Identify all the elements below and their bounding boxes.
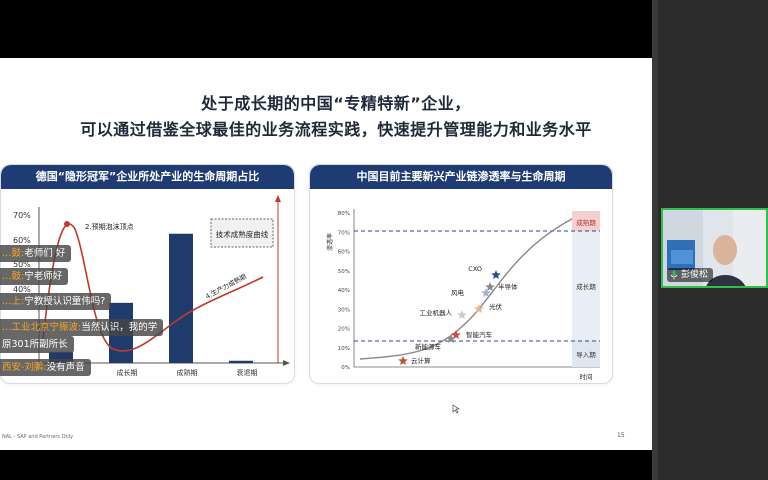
y-tick-label: 50% xyxy=(338,269,350,275)
star-marker-icon xyxy=(485,282,495,291)
y-tick-label: 70% xyxy=(13,211,31,220)
annotation-curve: 技术成熟度曲线 xyxy=(216,229,269,239)
stage-label-mature: 成熟期 xyxy=(576,218,596,227)
left-panel-header: 德国“隐形冠军”企业所处产业的生命周期占比 xyxy=(1,165,294,189)
star-marker-icon xyxy=(457,310,467,319)
stage-band-intro xyxy=(572,341,600,367)
chat-text: 没有声音 xyxy=(46,362,85,373)
bar-3 xyxy=(169,233,193,363)
hype-curve xyxy=(42,223,264,352)
point-label: 半导体 xyxy=(498,282,518,291)
point-label: CXO xyxy=(468,265,482,273)
y-tick-labels: 80% 70% 60% 50% 40% 30% 20% 10% 0% xyxy=(338,211,350,371)
stage-label-intro: 导入期 xyxy=(576,351,596,359)
stage-label-growth: 成长期 xyxy=(576,282,596,291)
y-tick-label: 20% xyxy=(338,327,350,333)
point-label: 风电 xyxy=(451,288,465,297)
chat-message: …鼓:宁老师好 xyxy=(0,268,69,285)
microphone-icon xyxy=(670,270,678,280)
slide-title-line-2: 可以通过借鉴全球最佳的业务流程实践，快速提升管理能力和业务水平 xyxy=(80,120,592,139)
peak-marker xyxy=(64,221,70,227)
scrollbar-gutter[interactable] xyxy=(652,0,658,480)
chat-text: 宁教授认识童伟吗? xyxy=(24,296,106,307)
point-label: 光伏 xyxy=(489,302,503,311)
s-curve xyxy=(359,218,573,360)
star-marker-icon xyxy=(398,356,408,365)
bar-4 xyxy=(229,360,253,363)
life-cycle-bar-chart: 70% 60% 50% 40% 2.预期泡沫顶点 技术成熟度曲线 4.生产力成熟… xyxy=(13,195,290,377)
y-tick-label: 30% xyxy=(338,307,350,313)
y-tick-label: 50% xyxy=(13,260,31,269)
chat-text: 宁老师好 xyxy=(24,271,63,282)
y-tick-label: 40% xyxy=(13,285,31,294)
right-chart-panel: 中国目前主要新兴产业链渗透率与生命周期 渗透率 80% 70% 60% 50% 40% 3… xyxy=(309,164,613,384)
point-label: 智能汽车 xyxy=(466,330,493,339)
x-category-label: 衰退期 xyxy=(237,368,258,377)
participant-video-tile[interactable]: 彭俊松 xyxy=(661,208,768,288)
star-marker-icon xyxy=(481,288,491,297)
y-tick-label: 70% xyxy=(338,230,350,236)
annotation-bubble: 2.预期泡沫顶点 xyxy=(85,222,134,231)
right-panel-header: 中国目前主要新兴产业链渗透率与生命周期 xyxy=(310,165,612,189)
x-axis-label: 时间 xyxy=(580,372,593,381)
chat-text: 当然认识，我的学 xyxy=(81,322,158,333)
slide-title-line-1: 处于成长期的中国“专精特新”企业， xyxy=(201,94,471,113)
y-tick-label: 80% xyxy=(338,211,350,217)
participant-name-bar: 彭俊松 xyxy=(667,268,714,282)
chat-text: 原301所副所长 xyxy=(2,339,68,350)
stage-band-growth xyxy=(572,231,600,341)
star-marker-icon xyxy=(446,334,456,343)
point-label: 新能源车 xyxy=(415,342,442,351)
star-marker-icon xyxy=(474,304,484,313)
y-tick-label: 60% xyxy=(338,250,350,256)
stage-band-mature xyxy=(572,211,600,231)
chat-sender: 西安-刘鹏: xyxy=(2,362,47,373)
chat-sender: …工业北京宁振波: xyxy=(2,322,82,333)
x-axis-arrow xyxy=(283,360,290,366)
y-tick-label: 10% xyxy=(338,346,350,352)
y-tick-label: 60% xyxy=(13,236,31,245)
point-label: 云计算 xyxy=(411,356,431,365)
chat-message: 原301所副所长 xyxy=(0,336,74,353)
point-label: 工业机器人 xyxy=(420,308,453,317)
y-tick-label: 0% xyxy=(341,365,350,371)
chat-text: 老师们 好 xyxy=(24,248,66,259)
mouse-cursor-icon xyxy=(452,404,460,414)
chat-sender: …鼓: xyxy=(2,248,25,259)
chat-message: …工业北京宁振波:当然认识，我的学 xyxy=(0,319,164,336)
chat-sender: …上: xyxy=(2,296,25,307)
annotation-production: 4.生产力成熟期 xyxy=(204,271,249,300)
chat-message: 西安-刘鹏:没有声音 xyxy=(0,359,91,376)
x-category-label: 成熟期 xyxy=(177,368,198,377)
slide-page-number: 15 xyxy=(617,432,625,439)
y-axis-label: 渗透率 xyxy=(326,233,334,251)
participant-name: 彭俊松 xyxy=(681,270,709,280)
x-category-label: 成长期 xyxy=(117,368,138,377)
slide-footer: NAL - SAP and Partners Only xyxy=(2,434,74,440)
penetration-chart: 渗透率 80% 70% 60% 50% 40% 30% 20% 10% 0% 成熟期 成长期 导… xyxy=(326,209,600,381)
chat-message: …鼓:老师们 好 xyxy=(0,245,72,262)
shared-slide: 处于成长期的中国“专精特新”企业， 可以通过借鉴全球最佳的业务流程实践，快速提升… xyxy=(0,58,652,450)
chat-sender: …鼓: xyxy=(2,271,25,282)
chat-message: …上:宁教授认识童伟吗? xyxy=(0,293,112,310)
star-marker-icon xyxy=(491,270,501,279)
star-marker-icon xyxy=(451,330,461,339)
annotation-bubble-text: 2.预期泡沫顶点 xyxy=(85,222,134,231)
right-axis-arrow xyxy=(275,195,281,202)
y-tick-label: 40% xyxy=(338,288,350,294)
bar-1 xyxy=(49,351,73,363)
annotation-box xyxy=(210,218,274,248)
